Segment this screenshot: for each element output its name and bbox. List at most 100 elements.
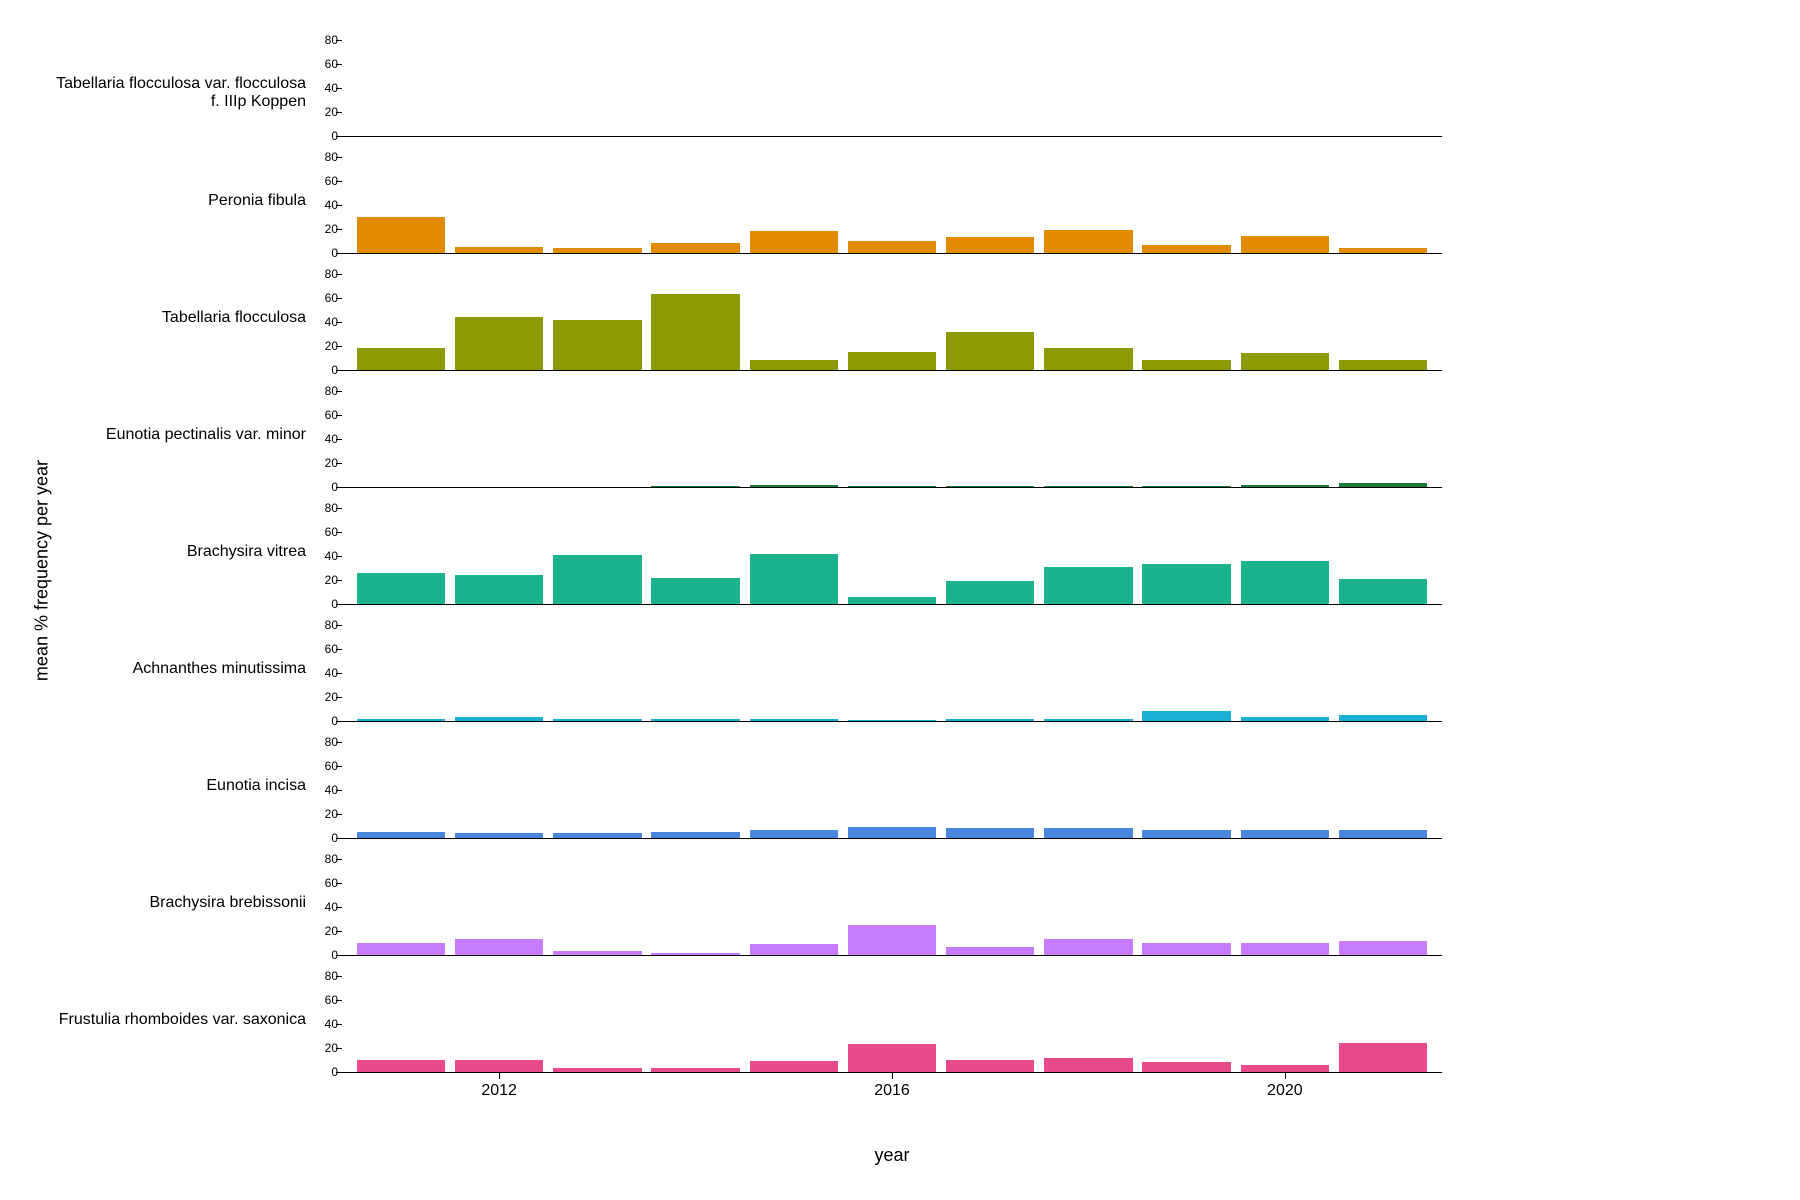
y-tick-label: 20 (312, 105, 338, 119)
bar (848, 597, 936, 604)
bar (553, 719, 641, 721)
bar (1142, 360, 1230, 370)
y-tick-label: 60 (312, 291, 338, 305)
bar (750, 360, 838, 370)
y-tick-mark (336, 907, 342, 908)
bar (848, 241, 936, 253)
bar (1339, 579, 1427, 604)
y-tick-mark (336, 859, 342, 860)
y-tick-mark (336, 508, 342, 509)
x-tick-label: 2016 (862, 1082, 922, 1100)
plot-area (342, 736, 1442, 839)
y-tick-mark (336, 298, 342, 299)
bar (651, 486, 739, 487)
bar (357, 943, 445, 955)
y-tick-mark (336, 439, 342, 440)
y-tick-label: 0 (312, 597, 338, 611)
bar (1339, 830, 1427, 838)
bar (1142, 830, 1230, 838)
y-tick-mark (336, 463, 342, 464)
bar (357, 573, 445, 604)
bar (1044, 828, 1132, 838)
y-tick-mark (336, 742, 342, 743)
bar (1339, 1043, 1427, 1072)
bar (1044, 939, 1132, 955)
bar (357, 719, 445, 721)
bar (1044, 719, 1132, 721)
plot-area (342, 385, 1442, 488)
bar (750, 830, 838, 838)
y-tick-mark (336, 1048, 342, 1049)
bar (1044, 230, 1132, 253)
y-tick-label: 20 (312, 222, 338, 236)
bar (1241, 561, 1329, 604)
facet-label: Eunotia pectinalis var. minor (46, 426, 306, 444)
y-tick-mark (336, 580, 342, 581)
bar (750, 719, 838, 721)
bar (1044, 1058, 1132, 1072)
y-tick-label: 20 (312, 339, 338, 353)
plot-area (342, 34, 1442, 137)
bar (357, 832, 445, 838)
y-tick-label: 20 (312, 690, 338, 704)
bar (946, 581, 1034, 604)
bar (1241, 353, 1329, 370)
y-tick-mark (336, 532, 342, 533)
plot-area (342, 619, 1442, 722)
facet-label: Tabellaria flocculosa var. flocculosa f.… (46, 75, 306, 111)
facet-label: Frustulia rhomboides var. saxonica (46, 1011, 306, 1029)
y-tick-label: 0 (312, 714, 338, 728)
y-tick-label: 60 (312, 759, 338, 773)
y-tick-label: 80 (312, 33, 338, 47)
bar (553, 248, 641, 253)
bar (1241, 943, 1329, 955)
bar (946, 719, 1034, 721)
x-tick-mark (499, 1073, 500, 1079)
y-tick-mark (336, 136, 342, 137)
y-tick-mark (336, 229, 342, 230)
bar (1142, 245, 1230, 253)
y-tick-label: 80 (312, 501, 338, 515)
bar (357, 1060, 445, 1072)
y-tick-mark (336, 487, 342, 488)
y-tick-mark (336, 1024, 342, 1025)
bar (553, 951, 641, 955)
y-tick-mark (336, 1000, 342, 1001)
y-tick-mark (336, 673, 342, 674)
bar (848, 486, 936, 487)
bar (1044, 567, 1132, 604)
bar (946, 828, 1034, 838)
bar (1339, 360, 1427, 370)
y-tick-mark (336, 814, 342, 815)
y-tick-label: 60 (312, 57, 338, 71)
y-tick-label: 0 (312, 1065, 338, 1079)
y-tick-mark (336, 976, 342, 977)
x-axis-label: year (852, 1145, 932, 1166)
y-tick-label: 80 (312, 735, 338, 749)
bar (1142, 486, 1230, 487)
x-tick-mark (892, 1073, 893, 1079)
y-tick-label: 0 (312, 480, 338, 494)
y-tick-mark (336, 556, 342, 557)
bar (1339, 941, 1427, 955)
bar (946, 486, 1034, 487)
bar (651, 578, 739, 604)
bar (651, 832, 739, 838)
y-tick-mark (336, 88, 342, 89)
y-tick-label: 80 (312, 267, 338, 281)
bar (1044, 486, 1132, 487)
bar (946, 332, 1034, 370)
y-tick-label: 60 (312, 876, 338, 890)
y-tick-label: 40 (312, 315, 338, 329)
y-tick-label: 20 (312, 807, 338, 821)
bar (455, 317, 543, 370)
bar (1044, 348, 1132, 370)
y-tick-mark (336, 64, 342, 65)
bar (1142, 711, 1230, 721)
bar (1241, 830, 1329, 838)
y-tick-mark (336, 883, 342, 884)
facet-label: Achnanthes minutissima (46, 660, 306, 678)
facet-label: Peronia fibula (46, 192, 306, 210)
bar (1142, 564, 1230, 604)
facet-label: Tabellaria flocculosa (46, 309, 306, 327)
